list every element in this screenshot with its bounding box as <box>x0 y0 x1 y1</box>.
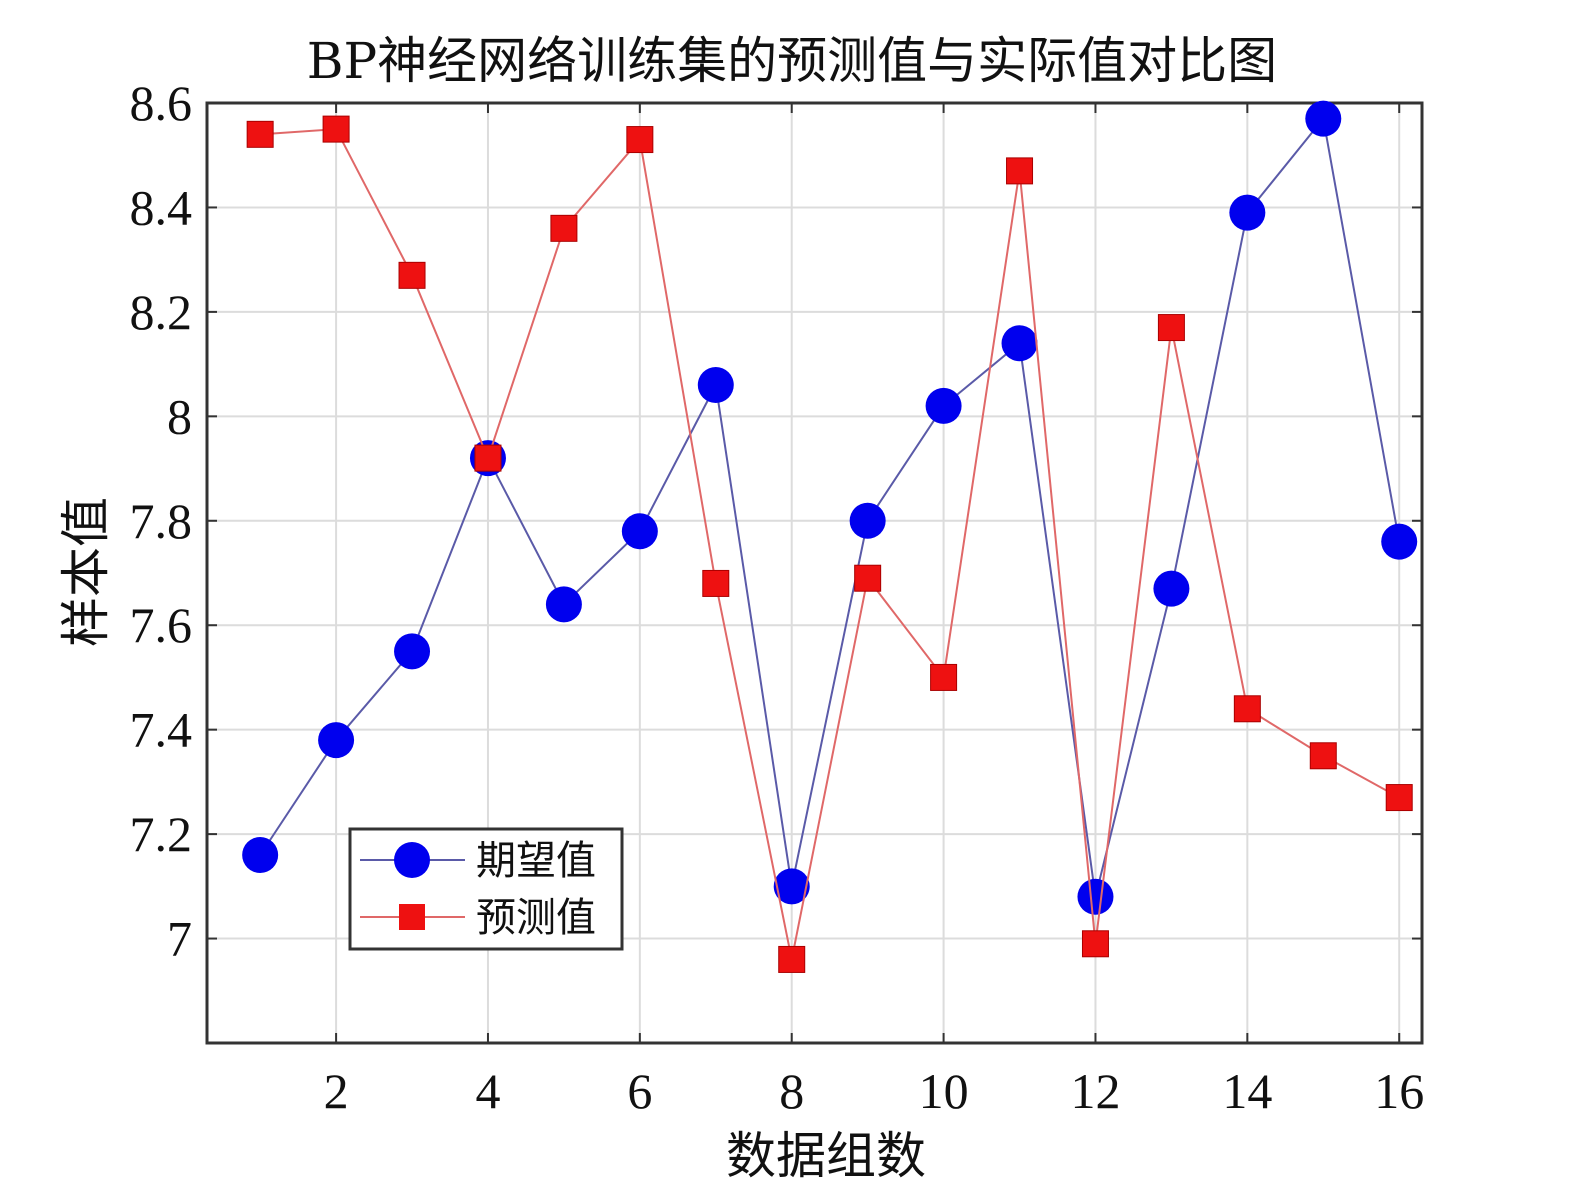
data-point <box>242 837 279 873</box>
data-point <box>1309 742 1337 770</box>
x-tick-label: 12 <box>1070 1063 1120 1119</box>
data-point <box>1229 194 1266 231</box>
legend: 期望值 预测值 <box>348 827 624 951</box>
data-point <box>1157 314 1185 342</box>
y-tick-label: 7.8 <box>130 493 193 549</box>
axis-ticks: 7 7.2 7.4 7.6 7.8 8 8.2 8.4 8.6 2 4 6 8 10 12 14 16 <box>130 75 1425 1119</box>
y-tick-label: 7 <box>167 911 192 967</box>
legend-label-predicted: 预测值 <box>476 895 596 941</box>
data-point <box>1077 878 1114 915</box>
data-point <box>545 586 582 623</box>
x-axis-label: 数据组数 <box>726 1127 926 1185</box>
series-1 <box>246 115 1413 973</box>
legend-box <box>348 827 624 951</box>
x-tick-label: 6 <box>627 1063 652 1119</box>
legend-label-expected: 期望值 <box>476 838 596 884</box>
y-tick-label: 8 <box>167 388 192 444</box>
data-point <box>626 126 654 154</box>
data-point <box>925 387 962 424</box>
x-tick-label: 16 <box>1374 1063 1424 1119</box>
series-0 <box>242 100 1418 915</box>
series-line <box>259 116 1401 898</box>
y-axis-label: 样本值 <box>57 497 115 647</box>
data-point <box>854 564 882 592</box>
series-line <box>260 128 1400 960</box>
data-point <box>1006 157 1034 185</box>
data-point <box>318 722 355 759</box>
data-point <box>394 633 431 670</box>
legend-marker-expected <box>394 842 430 878</box>
x-tick-label: 14 <box>1222 1063 1272 1119</box>
data-point <box>474 444 502 472</box>
legend-marker-predicted <box>399 904 425 930</box>
data-point <box>773 868 810 905</box>
y-tick-label: 8.6 <box>130 75 193 131</box>
data-point <box>621 513 658 550</box>
series-layer <box>242 100 1418 973</box>
y-tick-label: 7.6 <box>130 597 193 653</box>
y-tick-label: 8.2 <box>130 284 193 340</box>
data-point <box>550 214 578 242</box>
x-tick-label: 10 <box>919 1063 969 1119</box>
data-point <box>778 945 806 973</box>
data-point <box>1233 695 1261 723</box>
x-tick-label: 8 <box>779 1063 804 1119</box>
data-point <box>1305 100 1342 137</box>
data-point <box>702 569 730 597</box>
x-tick-label: 4 <box>475 1063 500 1119</box>
data-point <box>1081 930 1109 958</box>
data-point <box>398 261 426 289</box>
data-point <box>930 663 958 691</box>
y-tick-label: 7.2 <box>130 806 193 862</box>
data-point <box>1385 784 1413 812</box>
data-point <box>849 502 886 539</box>
plot-area <box>205 101 1424 1045</box>
y-tick-label: 7.4 <box>130 702 193 758</box>
data-point <box>322 115 350 143</box>
data-point <box>1381 523 1418 560</box>
chart-title: BP神经网络训练集的预测值与实际值对比图 <box>307 32 1277 90</box>
x-tick-label: 2 <box>324 1063 349 1119</box>
data-point <box>1153 570 1190 607</box>
data-point <box>246 120 274 148</box>
data-point <box>1001 325 1038 362</box>
y-tick-label: 8.4 <box>130 179 193 235</box>
data-point <box>697 367 734 403</box>
